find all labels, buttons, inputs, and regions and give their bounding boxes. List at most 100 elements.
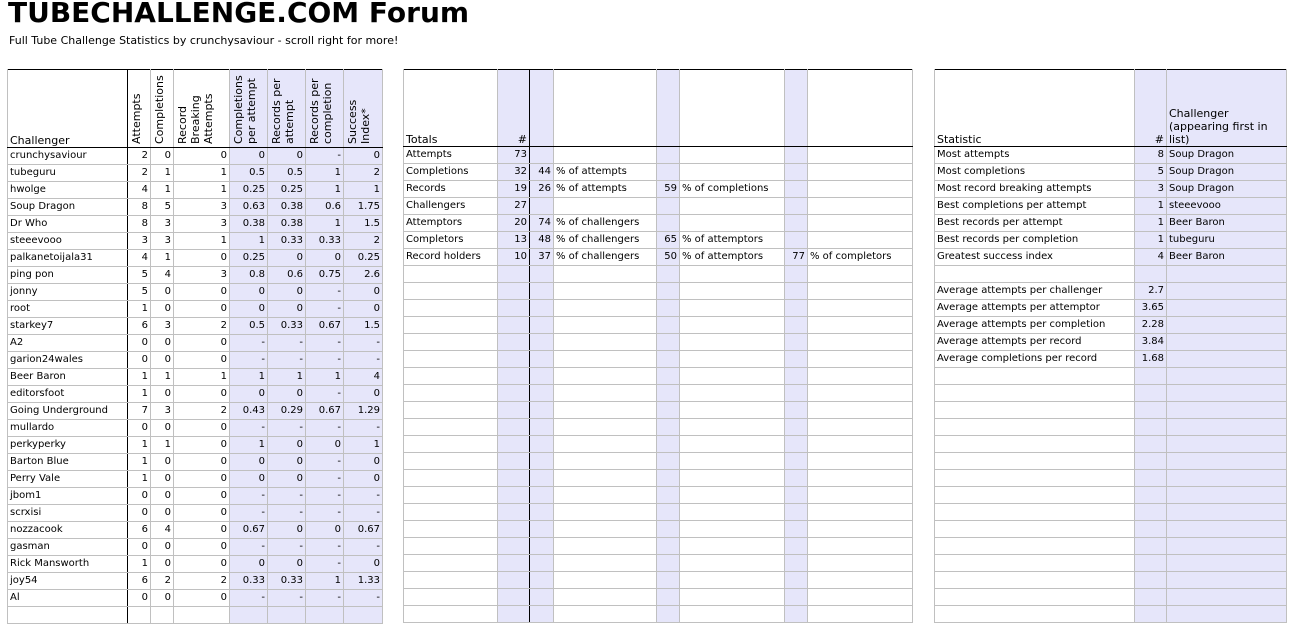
- table-cell: [656, 197, 680, 215]
- table-cell: 0.33: [267, 232, 306, 250]
- table-cell: [553, 316, 657, 334]
- table-cell: [1166, 571, 1287, 589]
- table-cell: Soup Dragon: [7, 198, 128, 216]
- table-cell: [529, 316, 554, 334]
- table-row: [403, 554, 913, 572]
- table-cell: ping pon: [7, 266, 128, 284]
- table-cell: [529, 265, 554, 283]
- table-cell: [656, 163, 680, 181]
- table-cell: [656, 299, 680, 317]
- table-cell: Record holders: [403, 248, 498, 266]
- table-row: A2 0 0 0- - - -: [7, 334, 383, 352]
- table-cell: [934, 520, 1135, 538]
- table-cell: -: [305, 419, 344, 437]
- table-cell: [784, 384, 808, 402]
- table-cell: [656, 554, 680, 572]
- table-cell: [934, 384, 1135, 402]
- table-cell: 0: [229, 453, 268, 471]
- table-cell: 1: [150, 368, 174, 386]
- table-cell: [1134, 435, 1167, 453]
- table-cell: [1166, 486, 1287, 504]
- table-cell: [403, 350, 498, 368]
- col-header-completions: Completions: [150, 69, 174, 148]
- table-cell: -: [229, 419, 268, 437]
- table-cell: [497, 571, 530, 589]
- table-cell: % of attempts: [553, 180, 657, 198]
- table-row: [934, 571, 1287, 589]
- col-header-success-index: Success Index*: [343, 69, 383, 148]
- table-cell: 2: [173, 317, 230, 335]
- table-cell: Best completions per attempt: [934, 197, 1135, 215]
- table-cell: 6: [127, 572, 151, 590]
- table-cell: -: [305, 555, 344, 573]
- col-header-records-per-attempt: Records per attempt: [267, 69, 306, 148]
- page-title: TUBECHALLENGE.COM Forum: [8, 0, 470, 29]
- table-cell: [679, 146, 785, 164]
- table-cell: [679, 299, 785, 317]
- table-cell: [656, 435, 680, 453]
- table-row: [934, 503, 1287, 521]
- table-cell: 3: [173, 198, 230, 216]
- table-cell: [1134, 520, 1167, 538]
- table-cell: [529, 537, 554, 555]
- table-cell: 74: [529, 214, 554, 232]
- table-cell: 0: [127, 487, 151, 505]
- table-cell: 0: [305, 521, 344, 539]
- table-cell: % of attemptors: [679, 231, 785, 249]
- table-cell: [784, 554, 808, 572]
- table-row: crunchysaviour 2 0 0 0 0-0: [7, 147, 383, 165]
- table-cell: [553, 401, 657, 419]
- col-header-count: #: [1134, 69, 1167, 147]
- table-cell: 3: [1134, 180, 1167, 198]
- table-row: Best records per attempt 1 Beer Baron: [934, 214, 1287, 232]
- table-cell: 0.75: [305, 266, 344, 284]
- table-cell: 1: [343, 436, 383, 454]
- table-cell: [679, 588, 785, 606]
- table-cell: [784, 401, 808, 419]
- table-cell: [267, 606, 306, 624]
- table-cell: 0: [150, 300, 174, 318]
- table-cell: [403, 435, 498, 453]
- table-cell: -: [305, 283, 344, 301]
- table-cell: [553, 418, 657, 436]
- col-header-totals: Totals: [403, 69, 498, 147]
- table-cell: 0.5: [229, 317, 268, 335]
- table-cell: 4: [343, 368, 383, 386]
- table-cell: [807, 265, 913, 283]
- table-cell: A2: [7, 334, 128, 352]
- table-row: perkyperky 1 1 0 1 0 0 1: [7, 436, 383, 454]
- table-cell: [656, 401, 680, 419]
- table-cell: [305, 606, 344, 624]
- table-cell: -: [305, 589, 344, 607]
- table-cell: 20: [497, 214, 530, 232]
- table-cell: [656, 367, 680, 385]
- table-cell: [1166, 452, 1287, 470]
- table-cell: -: [305, 538, 344, 556]
- table-cell: [807, 163, 913, 181]
- table-cell: 1: [305, 215, 344, 233]
- table-cell: [403, 384, 498, 402]
- table-cell: 0: [229, 470, 268, 488]
- table-cell: [807, 333, 913, 351]
- table-row: Average attempts per attemptor 3.65: [934, 299, 1287, 317]
- table-cell: 0: [173, 147, 230, 165]
- table-cell: [656, 384, 680, 402]
- table-cell: -: [267, 351, 306, 369]
- col-header-challenger: Challenger (appearing first in list): [1166, 69, 1287, 147]
- table-cell: Al: [7, 589, 128, 607]
- table-cell: [784, 163, 808, 181]
- table-cell: [497, 299, 530, 317]
- table-cell: 1: [267, 368, 306, 386]
- table-cell: 0: [267, 249, 306, 267]
- table-cell: [807, 350, 913, 368]
- table-row: [403, 333, 913, 351]
- table-row: [934, 588, 1287, 606]
- table-cell: [934, 605, 1135, 623]
- table-row: Al 0 0 0- - - -: [7, 589, 383, 607]
- table-cell: root: [7, 300, 128, 318]
- table-cell: 1: [150, 181, 174, 199]
- table-cell: [807, 418, 913, 436]
- table-cell: 0: [127, 504, 151, 522]
- table-cell: [529, 418, 554, 436]
- table-cell: [807, 435, 913, 453]
